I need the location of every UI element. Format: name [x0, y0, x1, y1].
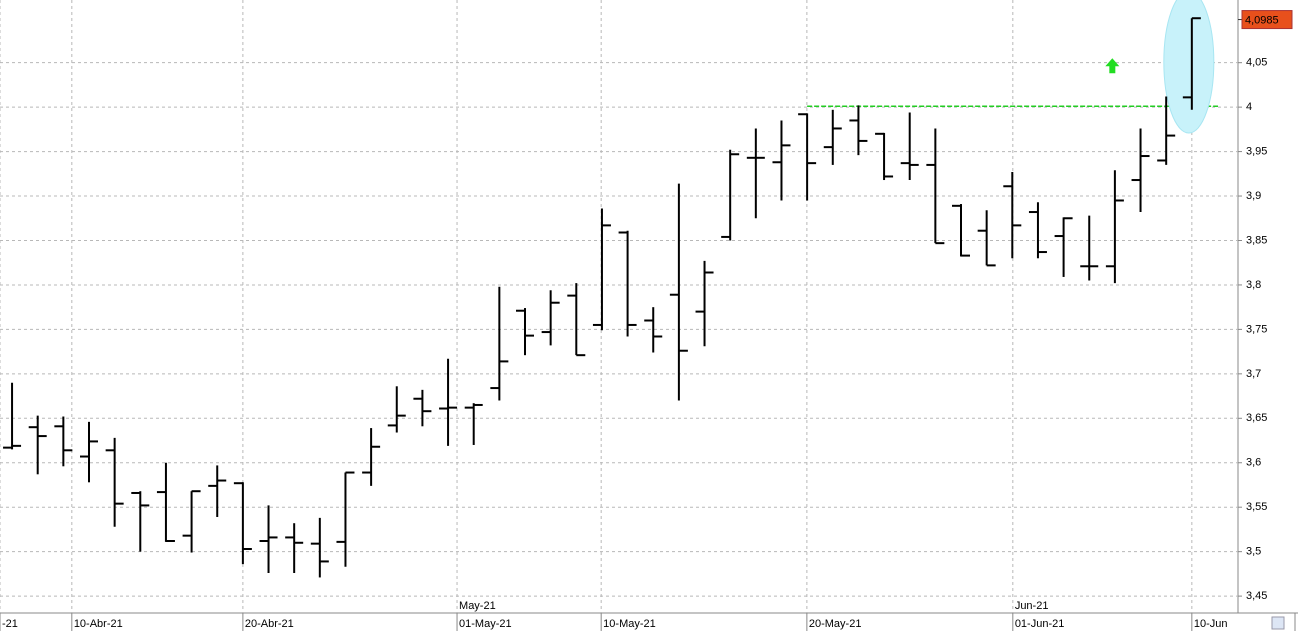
- last-price-label: 4,0985: [1245, 14, 1279, 26]
- x-tick-label: -21: [2, 618, 18, 630]
- y-tick-label: 3,95: [1246, 145, 1267, 157]
- y-tick-label: 3,55: [1246, 501, 1267, 513]
- x-tick-label: 20-May-21: [809, 618, 862, 630]
- y-tick-label: 4: [1246, 101, 1252, 113]
- x-tick-label: 20-Abr-21: [245, 618, 294, 630]
- y-tick-label: 3,75: [1246, 323, 1267, 335]
- y-tick-label: 3,8: [1246, 279, 1261, 291]
- y-tick-label: 3,45: [1246, 590, 1267, 602]
- x-tick-label: 01-May-21: [459, 618, 512, 630]
- last-price-box: [1241, 10, 1293, 30]
- y-tick-label: 3,6: [1246, 457, 1261, 469]
- signal-arrow: [1105, 58, 1120, 74]
- y-tick-label: 4,05: [1246, 57, 1267, 69]
- x-tick-label: 10-Abr-21: [74, 618, 123, 630]
- highlight-ellipse: [1163, 0, 1215, 134]
- x-tick-label: 10-Jun: [1194, 618, 1228, 630]
- y-tick-label: 3,85: [1246, 234, 1267, 246]
- y-tick-label: 3,65: [1246, 412, 1267, 424]
- y-tick-label: 3,7: [1246, 368, 1261, 380]
- x-group-label: Jun-21: [1015, 600, 1049, 612]
- x-tick-label: 01-Jun-21: [1015, 618, 1065, 630]
- y-tick-label: 3,5: [1246, 546, 1261, 558]
- x-group-label: May-21: [459, 600, 496, 612]
- y-tick-label: 3,9: [1246, 190, 1261, 202]
- corner-icon[interactable]: [1271, 616, 1285, 630]
- x-tick-label: 10-May-21: [603, 618, 656, 630]
